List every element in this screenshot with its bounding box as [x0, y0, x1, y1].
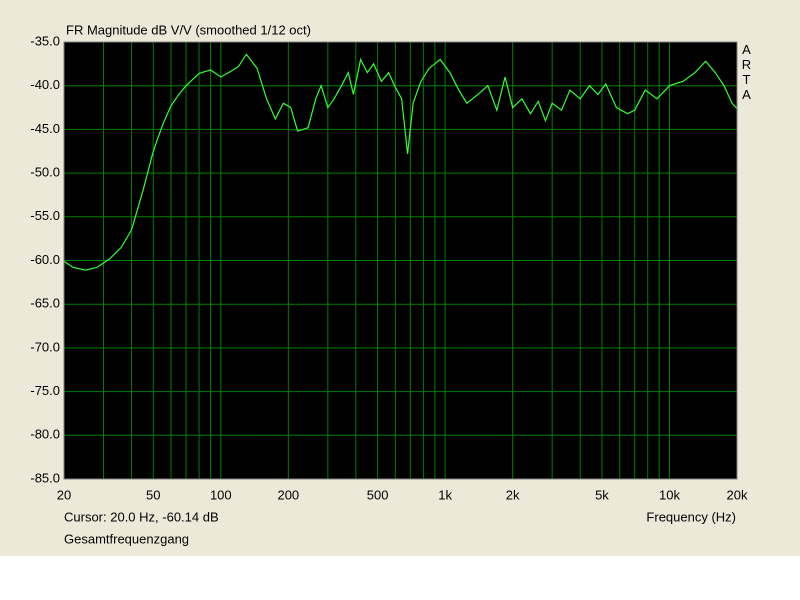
- y-tick-label: -80.0: [30, 427, 60, 442]
- x-tick-label: 2k: [506, 487, 520, 502]
- y-tick-label: -55.0: [30, 208, 60, 223]
- watermark: ARTA: [739, 42, 754, 102]
- y-tick-label: -75.0: [30, 383, 60, 398]
- chart-title: FR Magnitude dB V/V (smoothed 1/12 oct): [66, 22, 311, 37]
- y-tick-label: -85.0: [30, 470, 60, 485]
- y-tick-label: -50.0: [30, 165, 60, 180]
- x-tick-label: 100: [210, 487, 232, 502]
- x-tick-label: 500: [367, 487, 389, 502]
- x-tick-label: 20k: [727, 487, 748, 502]
- x-tick-label: 200: [277, 487, 299, 502]
- x-axis-label: Frequency (Hz): [646, 509, 736, 524]
- x-tick-label: 1k: [438, 487, 452, 502]
- y-tick-label: -65.0: [30, 296, 60, 311]
- y-tick-label: -60.0: [30, 252, 60, 267]
- x-tick-label: 5k: [595, 487, 609, 502]
- y-tick-label: -40.0: [30, 77, 60, 92]
- plot-border: [63, 41, 738, 480]
- y-tick-label: -70.0: [30, 339, 60, 354]
- cursor-readout: Cursor: 20.0 Hz, -60.14 dB: [64, 509, 219, 524]
- y-tick-label: -35.0: [30, 33, 60, 48]
- x-tick-label: 20: [57, 487, 71, 502]
- data-line: [63, 53, 738, 271]
- y-tick-label: -45.0: [30, 121, 60, 136]
- x-tick-label: 10k: [659, 487, 680, 502]
- x-tick-label: 50: [146, 487, 160, 502]
- legend-entry: Gesamtfrequenzgang: [64, 531, 189, 546]
